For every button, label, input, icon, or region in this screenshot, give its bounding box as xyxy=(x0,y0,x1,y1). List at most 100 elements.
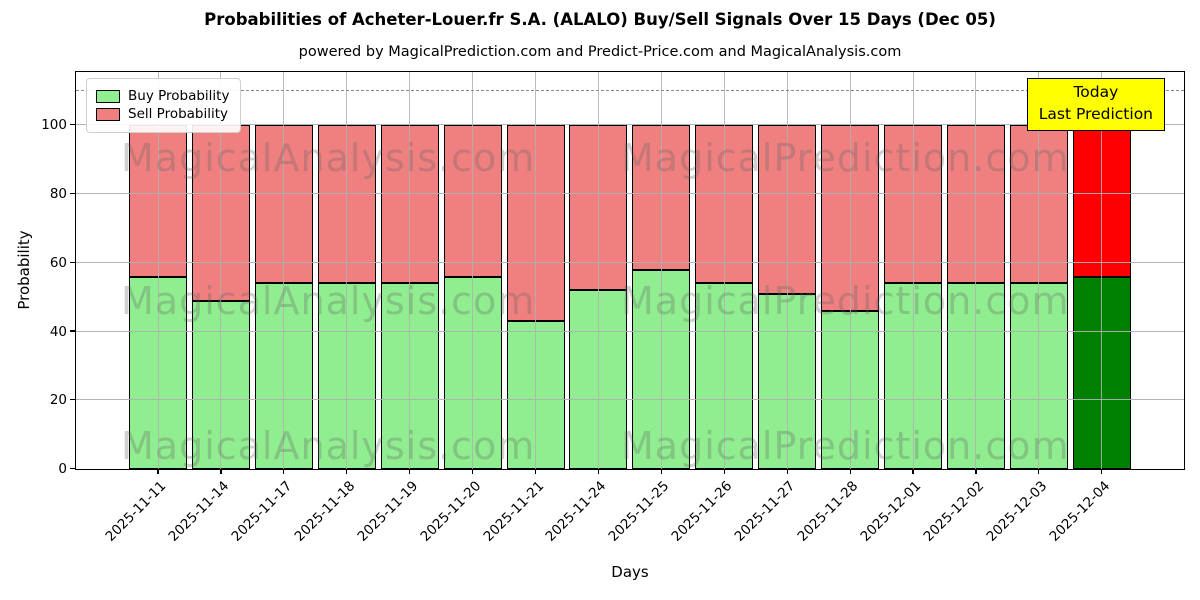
y-tick-label: 60 xyxy=(49,254,67,271)
gridline-horizontal xyxy=(76,193,1184,195)
plot-area: 2025-11-11 2025-11-14 2025-11-17 2025-11-18… xyxy=(41,71,1185,545)
gridline-vertical xyxy=(975,72,977,469)
x-tick-mark xyxy=(723,469,725,474)
x-tick-label: 2025-11-20 xyxy=(417,478,484,545)
bar-slot: 2025-11-11 xyxy=(103,72,187,545)
chart-subtitle: powered by MagicalPrediction.com and Pre… xyxy=(298,44,902,60)
x-tick-mark xyxy=(597,469,600,474)
x-axis-label: Days xyxy=(611,563,649,581)
gridline-horizontal xyxy=(76,261,1184,263)
gridline-vertical xyxy=(535,72,537,469)
gridline-vertical xyxy=(157,72,159,469)
gridline-vertical xyxy=(1101,72,1103,469)
today-annotation-line2: Last Prediction xyxy=(1038,104,1153,123)
y-axis-label: Probability xyxy=(15,230,33,310)
gridline-vertical xyxy=(346,72,348,469)
bar-slot: 2025-11-21 xyxy=(480,72,565,545)
x-tick-mark xyxy=(346,469,348,474)
bar-slot: 2025-11-19 xyxy=(354,72,439,545)
bar-slot: 2025-11-17 xyxy=(228,72,313,545)
bar-slot: 2025-11-27 xyxy=(732,72,817,545)
gridline-vertical xyxy=(849,72,851,469)
gridline-vertical xyxy=(1038,72,1040,469)
y-tick-mark xyxy=(70,330,76,332)
y-tick-mark xyxy=(70,192,76,195)
x-tick-mark xyxy=(534,469,537,474)
x-tick-mark xyxy=(472,469,474,474)
legend-label-buy: Buy Probability xyxy=(128,88,230,104)
bar-slot: 2025-11-18 xyxy=(291,72,376,545)
bar-slot: 2025-12-02 xyxy=(920,72,1005,545)
bar-slot: 2025-11-28 xyxy=(795,72,880,545)
x-tick-mark xyxy=(849,469,851,474)
legend-swatch-sell xyxy=(96,107,120,121)
x-tick-label: 2025-11-11 xyxy=(102,478,170,545)
x-tick-label: 2025-11-21 xyxy=(480,478,547,545)
gridline-vertical xyxy=(220,72,222,469)
today-annotation-line1: Today xyxy=(1073,83,1119,101)
watermark-text: MagicalPrediction.com xyxy=(621,424,1070,468)
x-tick-label: 2025-11-26 xyxy=(668,478,736,545)
gridline-horizontal xyxy=(76,124,1184,126)
x-tick-mark xyxy=(283,469,285,474)
gridline-horizontal xyxy=(76,399,1184,401)
y-tick-label: 0 xyxy=(58,461,67,477)
bar-slot: 2025-12-01 xyxy=(858,72,943,545)
x-tick-mark xyxy=(660,469,662,474)
x-tick-label: 2025-12-02 xyxy=(920,478,988,545)
legend-entry-sell: Sell Probability xyxy=(96,106,229,122)
bar-slot: 2025-12-04 xyxy=(1046,72,1131,545)
gridline-vertical xyxy=(912,72,914,469)
gridline-horizontal xyxy=(76,330,1184,332)
gridline-vertical xyxy=(660,72,662,469)
gridline-vertical xyxy=(409,72,411,469)
x-tick-label: 2025-11-14 xyxy=(165,478,233,545)
y-tick-label: 100 xyxy=(41,117,67,134)
bars-container: 2025-11-11 2025-11-14 2025-11-17 2025-11-18… xyxy=(76,72,1184,545)
legend: Buy Probability Sell Probability xyxy=(86,78,242,133)
bar-slot: 2025-11-26 xyxy=(669,72,754,545)
legend-label-sell: Sell Probability xyxy=(128,106,229,122)
gridline-vertical xyxy=(786,72,788,469)
bar-slot: 2025-11-20 xyxy=(417,72,502,545)
watermark-text: MagicalPrediction.com xyxy=(621,136,1070,180)
x-tick-mark xyxy=(786,469,788,474)
x-tick-mark xyxy=(1038,469,1040,474)
bar-slot: 2025-11-14 xyxy=(165,72,250,545)
dashed-reference-line xyxy=(76,89,1184,91)
x-tick-mark xyxy=(157,469,159,474)
x-tick-label: 2025-12-01 xyxy=(857,478,925,545)
x-tick-label: 2025-11-19 xyxy=(354,478,422,545)
x-tick-mark xyxy=(1101,469,1103,474)
watermark-text: MagicalAnalysis.com xyxy=(121,424,536,468)
x-tick-label: 2025-12-03 xyxy=(983,478,1051,545)
y-tick-label: 40 xyxy=(49,323,67,340)
bar-slot: 2025-11-25 xyxy=(606,72,691,545)
legend-swatch-buy xyxy=(96,89,120,103)
gridline-vertical xyxy=(472,72,474,469)
watermark-text: MagicalPrediction.com xyxy=(621,279,1070,323)
y-tick-mark xyxy=(70,399,76,401)
y-tick-mark xyxy=(70,467,76,469)
x-tick-label: 2025-11-25 xyxy=(605,478,673,545)
chart-title: Probabilities of Acheter-Louer.fr S.A. (… xyxy=(204,10,996,29)
y-tick-mark xyxy=(70,261,76,263)
watermark-text: MagicalAnalysis.com xyxy=(121,279,536,323)
y-tick-label: 80 xyxy=(49,186,67,203)
today-annotation: Today Last Prediction xyxy=(1026,78,1165,132)
x-tick-mark xyxy=(975,469,977,474)
gridline-vertical xyxy=(597,72,599,469)
watermark-text: MagicalAnalysis.com xyxy=(121,136,536,180)
x-tick-label: 2025-12-04 xyxy=(1046,478,1114,545)
x-tick-mark xyxy=(220,469,222,474)
bar-slot: 2025-11-24 xyxy=(543,72,628,545)
x-tick-label: 2025-11-24 xyxy=(542,478,610,545)
x-tick-label: 2025-11-18 xyxy=(291,478,359,545)
legend-entry-buy: Buy Probability xyxy=(96,88,229,104)
x-tick-label: 2025-11-27 xyxy=(731,478,799,545)
gridline-vertical xyxy=(723,72,725,469)
x-tick-mark xyxy=(409,469,411,474)
x-tick-label: 2025-11-17 xyxy=(228,478,296,545)
y-tick-label: 20 xyxy=(49,392,67,409)
